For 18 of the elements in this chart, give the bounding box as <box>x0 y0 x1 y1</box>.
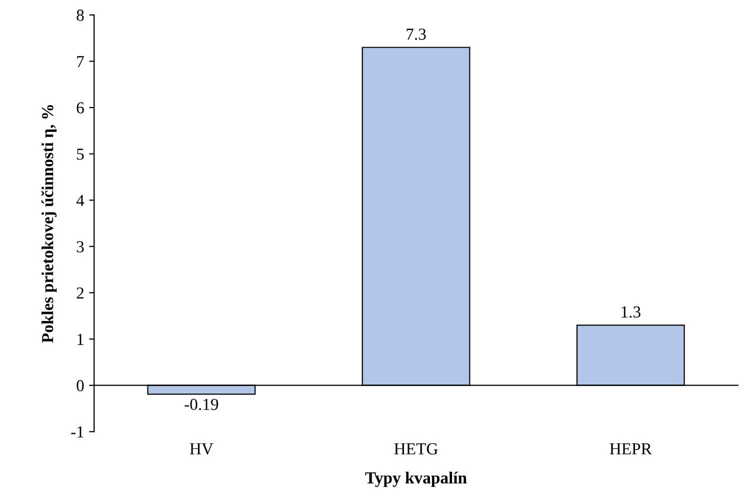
data-label: -0.19 <box>184 398 218 410</box>
y-tick-label: 8 <box>76 10 84 21</box>
y-tick-label: 7 <box>77 56 84 68</box>
y-tick-label: 5 <box>77 148 84 160</box>
y-tick-label: 1 <box>78 334 84 345</box>
data-label: 7.3 <box>406 28 426 40</box>
x-axis-title: Typy kvapalín <box>365 472 467 487</box>
y-tick-label: -1 <box>71 426 84 438</box>
y-tick-label: 0 <box>76 380 84 392</box>
data-label: 1.3 <box>622 306 640 318</box>
y-tick-label: 3 <box>76 241 84 252</box>
y-tick-label: 6 <box>76 102 84 114</box>
y-tick-label: 2 <box>76 287 84 299</box>
y-tick-label: 4 <box>76 194 84 206</box>
x-tick-label: HV <box>190 443 214 455</box>
y-axis-title: Pokles prietokovej účinnosti η, % <box>41 105 57 343</box>
x-tick-label: HETG <box>394 443 438 454</box>
x-tick-label: HEPR <box>610 443 652 454</box>
